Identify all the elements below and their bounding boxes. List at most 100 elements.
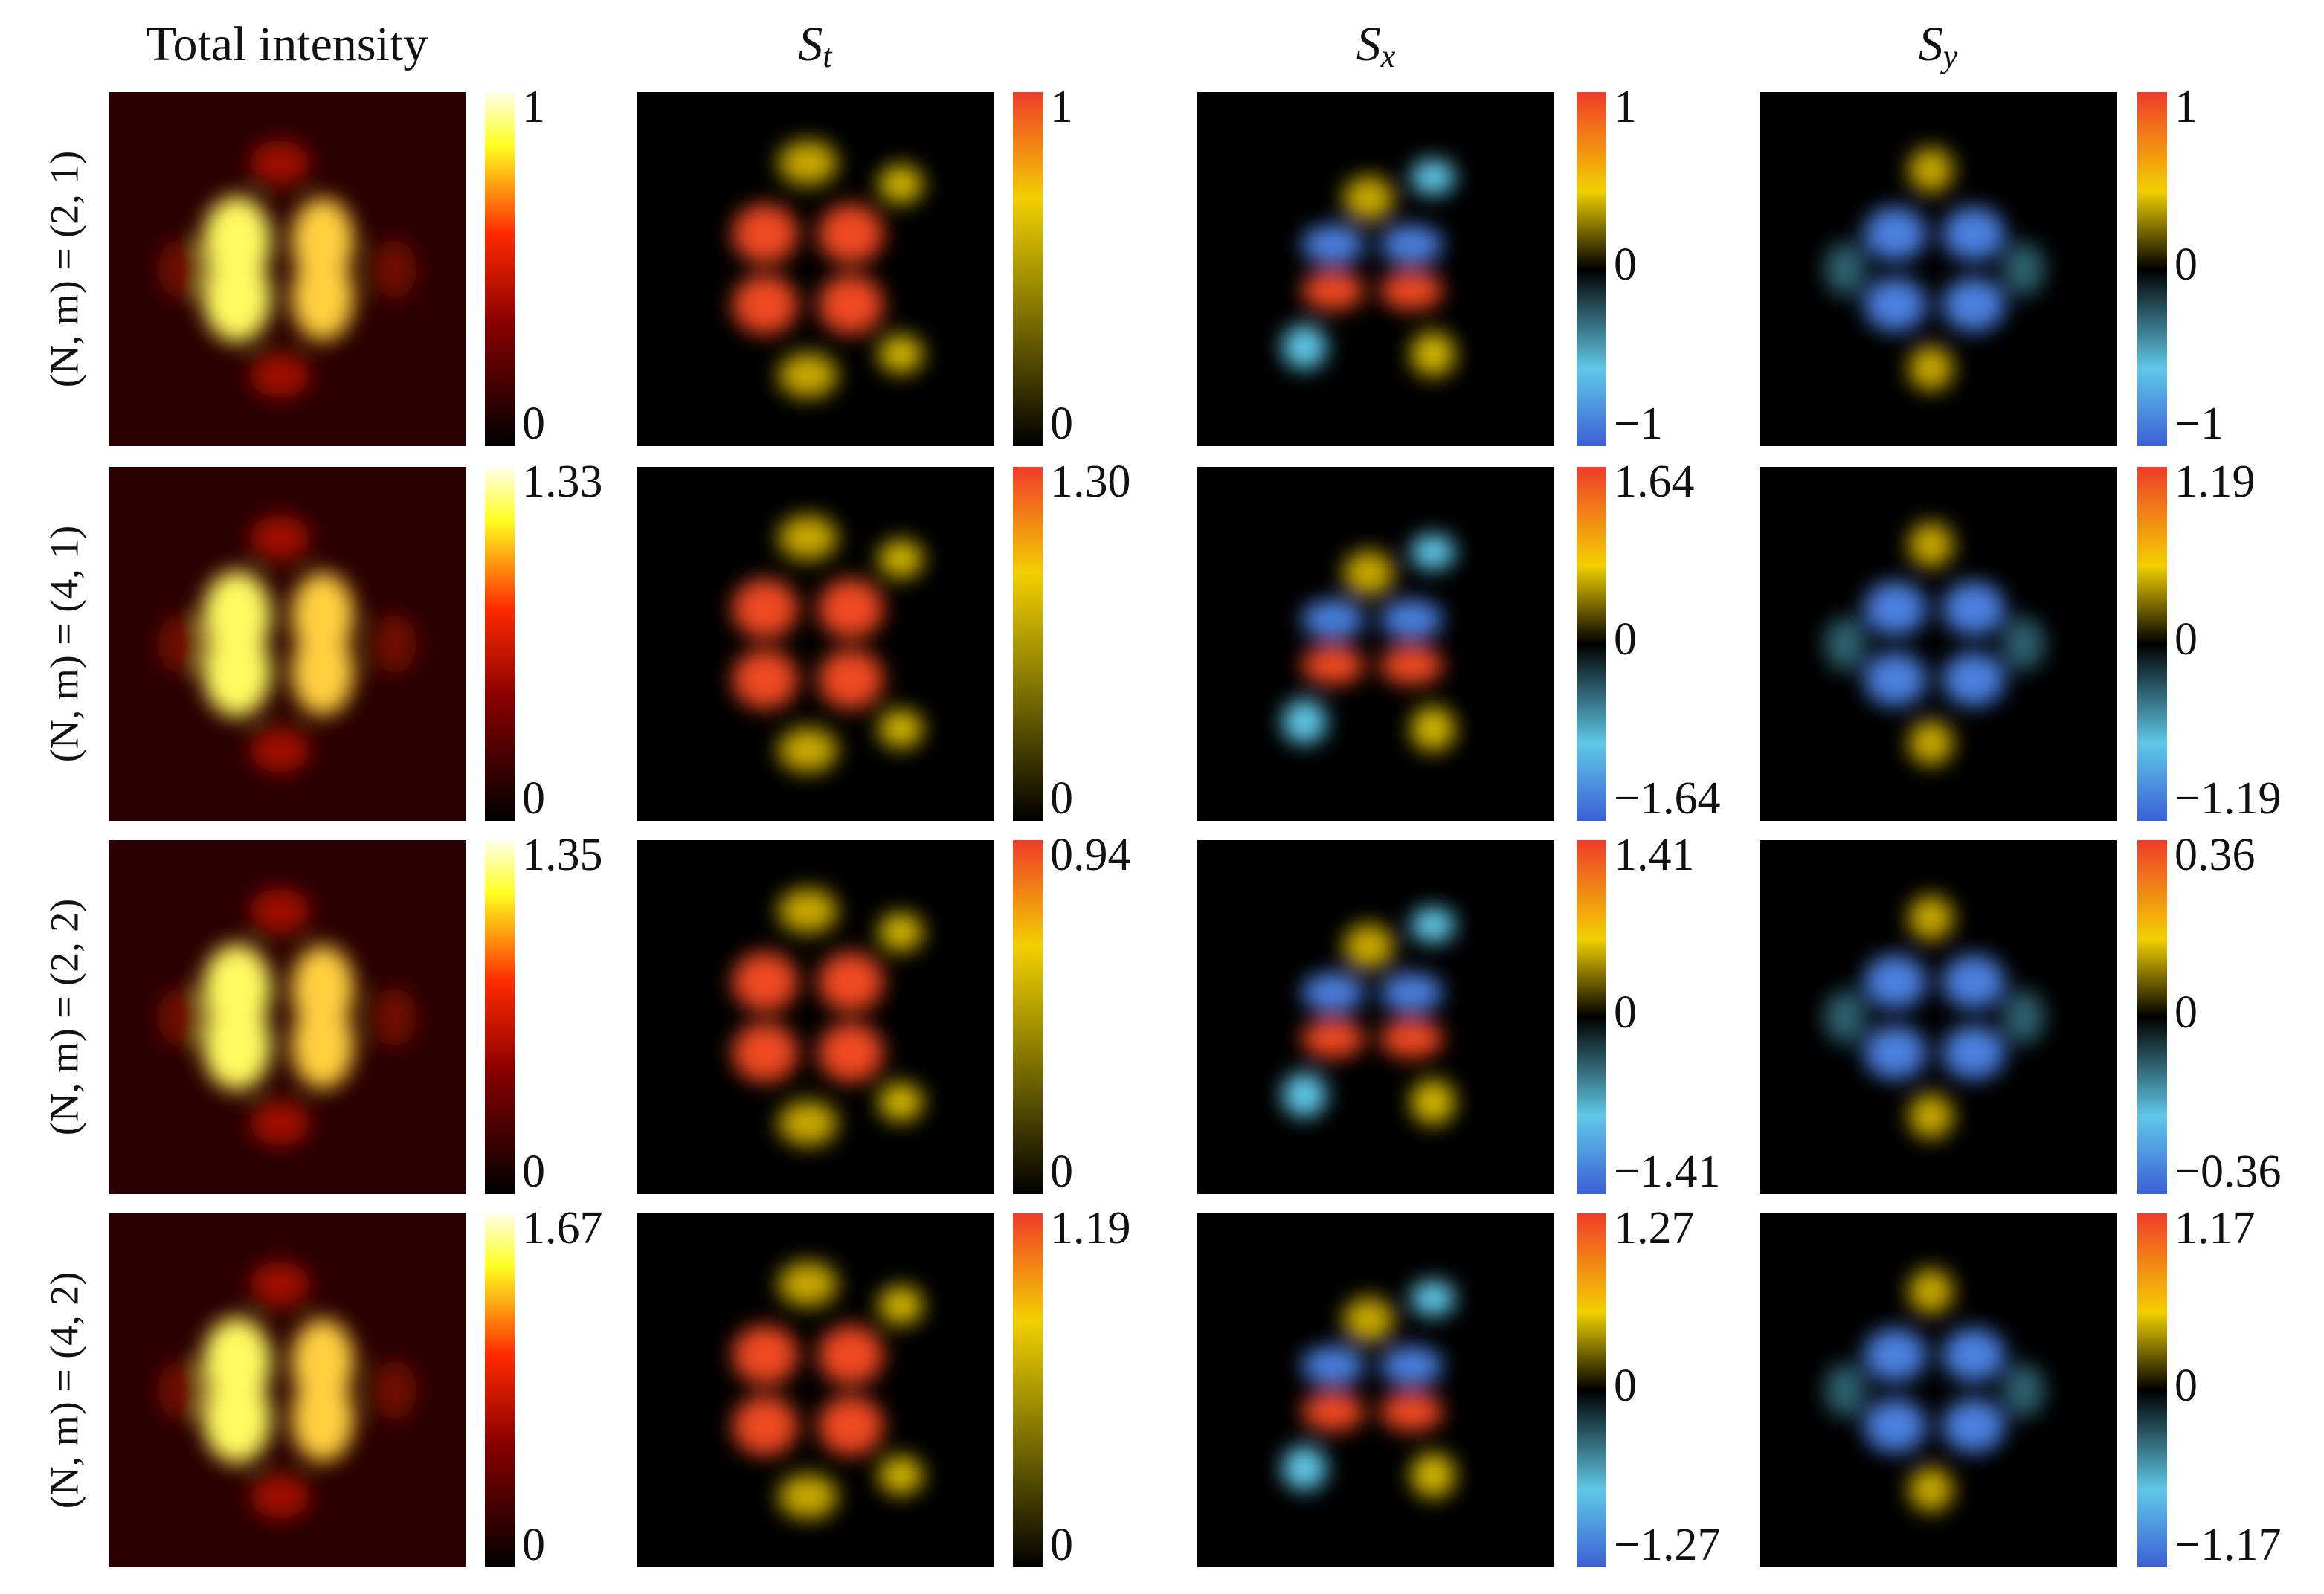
colorbar-min: 0 (522, 398, 545, 449)
map-lobe (818, 952, 883, 1012)
map-lobe (1942, 955, 2005, 1009)
map-lobe (732, 274, 798, 335)
colorbar-max: 1.64 (1614, 456, 1695, 507)
colorbar-max: 1.33 (522, 456, 603, 507)
colorbar-max: 1 (1050, 82, 1073, 132)
map-lobe (2003, 1364, 2045, 1417)
map-lobe (818, 578, 883, 639)
map-lobe (292, 254, 354, 341)
map-panel (109, 467, 466, 821)
map-lobe (1282, 699, 1327, 744)
map-lobe (1942, 581, 2005, 636)
map-lobe (202, 253, 271, 343)
colorbar-max: 1.35 (522, 830, 603, 880)
map-lobe (732, 649, 798, 709)
map-lobe (1908, 720, 1954, 766)
map-blobs (1282, 1280, 1455, 1498)
map-lobe (1410, 1280, 1455, 1317)
map-lobe (1343, 175, 1394, 221)
map-blobs (158, 888, 416, 1146)
colorbar-min: 0 (1050, 773, 1073, 824)
header-subscript: t (823, 38, 833, 74)
map-lobe (878, 709, 924, 749)
map-lobe (1824, 242, 1867, 296)
colorbar-mid: 0 (1614, 614, 1637, 665)
map-panel (1197, 467, 1554, 821)
map-lobe (250, 141, 310, 186)
map-lobe (202, 1374, 271, 1464)
map-lobe (2003, 242, 2045, 296)
map-lobe (250, 352, 310, 398)
column-header: St (798, 17, 833, 74)
map-lobe (732, 1325, 798, 1385)
map-lobe (878, 335, 924, 374)
map-lobe (878, 912, 924, 952)
colorbar (1577, 1213, 1606, 1567)
colorbar (485, 92, 515, 446)
column-header: Sx (1356, 17, 1396, 74)
map-lobe (372, 239, 416, 299)
colorbar-min: 0 (1050, 398, 1073, 449)
colorbar-max: 1.27 (1614, 1203, 1695, 1253)
map-background (1760, 1213, 2117, 1567)
map-lobe (878, 1456, 924, 1495)
map-lobe (1301, 645, 1365, 685)
map-lobe (818, 274, 883, 335)
colorbar-mid: 0 (2175, 1361, 2198, 1411)
colorbar-max: 1 (2175, 82, 2198, 132)
colorbar (2137, 1213, 2167, 1567)
map-lobe (1864, 581, 1927, 636)
map-lobe (1908, 147, 1954, 193)
map-blobs (732, 515, 924, 772)
map-lobe (1864, 1398, 1927, 1453)
map-blobs (1282, 159, 1455, 377)
map-lobe (1864, 207, 1927, 261)
map-lobe (250, 888, 310, 934)
map-lobe (778, 727, 838, 772)
column-header: Total intensity (147, 17, 428, 71)
map-lobe (1343, 923, 1394, 969)
colorbar (1013, 840, 1043, 1194)
map-blobs (1824, 147, 2045, 391)
colorbar-min: −0.36 (2175, 1146, 2281, 1197)
map-lobe (202, 627, 271, 717)
map-lobe (1410, 907, 1455, 943)
map-lobe (1824, 990, 1867, 1044)
header-symbol: S (1919, 17, 1943, 71)
header-subscript: y (1940, 38, 1958, 74)
colorbar-max: 0.36 (2175, 830, 2256, 880)
map-lobe (372, 614, 416, 674)
map-background (1760, 840, 2117, 1194)
map-lobe (778, 141, 838, 186)
colorbar (1013, 467, 1043, 821)
map-lobe (778, 515, 838, 561)
colorbar (2137, 92, 2167, 446)
map-lobe (372, 1361, 416, 1420)
map-panel (1760, 467, 2117, 821)
map-lobe (1301, 271, 1365, 310)
colorbar (2137, 840, 2167, 1194)
colorbar-mid: 0 (1614, 239, 1637, 290)
colorbar-min: −1.64 (1614, 773, 1720, 824)
map-lobe (1301, 1346, 1365, 1385)
map-blobs (1824, 522, 2045, 766)
map-lobe (158, 614, 202, 674)
map-lobe (1864, 1025, 1927, 1080)
colorbar-min: −1 (2175, 398, 2224, 449)
colorbar (1577, 92, 1606, 446)
map-blobs (732, 888, 924, 1146)
map-lobe (1282, 1445, 1327, 1491)
map-background (1197, 1213, 1554, 1567)
colorbar-max: 1 (1614, 82, 1637, 132)
map-panel (637, 92, 994, 446)
map-blobs (158, 1262, 416, 1519)
colorbar-min: −1.19 (2175, 773, 2281, 824)
colorbar-max: 0.94 (1050, 830, 1131, 880)
map-panel (637, 1213, 994, 1567)
map-lobe (1942, 277, 2005, 332)
map-lobe (250, 1262, 310, 1307)
map-lobe (1380, 1019, 1443, 1058)
map-blobs (1824, 895, 2045, 1139)
map-blobs (1824, 1268, 2045, 1512)
